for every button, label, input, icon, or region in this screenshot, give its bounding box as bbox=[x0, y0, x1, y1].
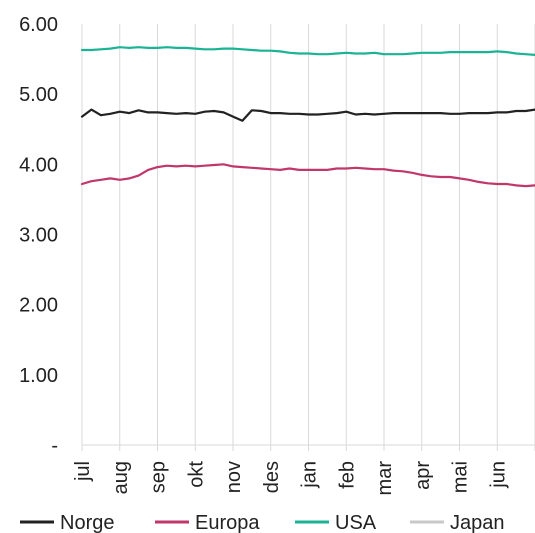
x-tick-label: jul bbox=[72, 461, 94, 482]
x-tick-label: apr bbox=[412, 461, 434, 490]
y-tick-label: - bbox=[51, 435, 58, 457]
legend-label: Japan bbox=[450, 512, 505, 533]
y-tick-label: 6.00 bbox=[19, 14, 58, 36]
legend-label: Europa bbox=[195, 512, 260, 533]
legend-item-europa: Europa bbox=[155, 512, 260, 533]
x-tick-label: okt bbox=[185, 461, 207, 488]
x-tick-label: jun bbox=[487, 461, 509, 489]
series-line-usa bbox=[80, 46, 535, 57]
y-tick-label: 1.00 bbox=[19, 365, 58, 387]
y-axis-ticks: - 1.00 2.00 3.00 4.00 5.00 6.00 bbox=[19, 14, 58, 457]
x-tick-label: aug bbox=[110, 461, 132, 494]
x-tick-label: mai bbox=[450, 461, 472, 493]
x-tick-label: feb bbox=[336, 461, 358, 489]
legend-item-usa: USA bbox=[295, 512, 377, 533]
y-tick-label: 2.00 bbox=[19, 295, 58, 317]
x-tick-label: sep bbox=[148, 461, 170, 493]
legend-item-japan: Japan bbox=[410, 512, 505, 533]
x-tick-label: des bbox=[261, 461, 283, 493]
series-line-europa bbox=[80, 163, 535, 188]
series-lines bbox=[80, 46, 535, 188]
y-tick-label: 3.00 bbox=[19, 225, 58, 247]
legend-label: USA bbox=[335, 512, 377, 533]
y-tick-label: 5.00 bbox=[19, 84, 58, 106]
vertical-gridlines bbox=[81, 24, 535, 451]
legend-item-norge: Norge bbox=[20, 512, 114, 533]
x-tick-label: mar bbox=[374, 461, 396, 496]
x-tick-label: jan bbox=[299, 461, 321, 489]
series-line-norge bbox=[80, 108, 535, 122]
legend: Norge Europa USA Japan bbox=[20, 512, 505, 533]
x-tick-label: nov bbox=[223, 461, 245, 493]
y-tick-label: 4.00 bbox=[19, 154, 58, 176]
legend-label: Norge bbox=[60, 512, 114, 533]
x-axis-ticks: jul aug sep okt nov des jan feb mar apr mai jun bbox=[72, 461, 509, 496]
